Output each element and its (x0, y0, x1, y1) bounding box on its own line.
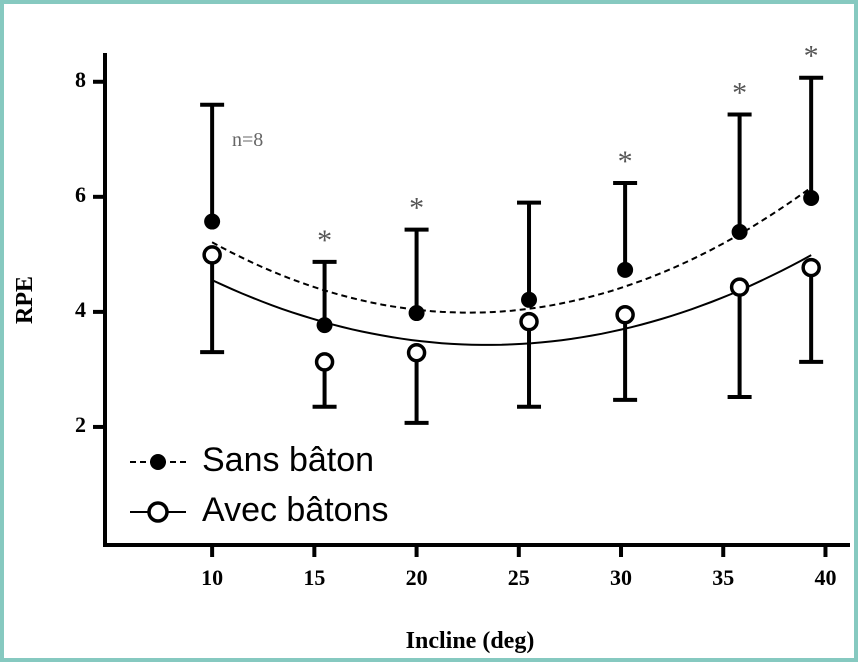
legend-marker (150, 454, 166, 470)
y-tick-label: 6 (75, 182, 86, 207)
point (316, 317, 333, 334)
significance-marker: * (409, 192, 424, 225)
y-axis-label: RPE (12, 276, 38, 324)
fit-curve (211, 186, 812, 314)
y-tick-label: 4 (75, 297, 86, 322)
y-tick-label: 8 (75, 67, 86, 92)
significance-marker: * (317, 224, 332, 257)
point (617, 261, 634, 278)
legend-label: Sans bâton (202, 441, 374, 479)
significance-marker: * (804, 40, 819, 73)
point (521, 291, 538, 308)
legend-label: Avec bâtons (202, 491, 389, 529)
sample-note: n=8 (232, 129, 263, 151)
point (408, 305, 425, 322)
y-tick-label: 2 (75, 412, 86, 437)
point (729, 277, 750, 297)
point (803, 189, 820, 206)
significance-marker: * (618, 145, 633, 178)
point (202, 245, 222, 265)
x-tick-label: 25 (508, 565, 530, 590)
point (615, 305, 635, 325)
point (801, 257, 821, 278)
x-tick-label: 30 (610, 565, 632, 590)
x-tick-label: 20 (406, 565, 428, 590)
x-tick-label: 35 (712, 565, 734, 590)
significance-marker: * (732, 77, 747, 110)
x-tick-label: 15 (303, 565, 325, 590)
fit-curve (211, 254, 812, 346)
legend-marker (147, 501, 169, 523)
x-tick-label: 40 (814, 565, 836, 590)
point (519, 311, 539, 332)
point (731, 223, 748, 240)
point (314, 352, 335, 372)
x-axis-label: Incline (deg) (406, 628, 535, 654)
point (406, 342, 427, 363)
point (204, 213, 221, 230)
x-tick-label: 10 (201, 565, 223, 590)
